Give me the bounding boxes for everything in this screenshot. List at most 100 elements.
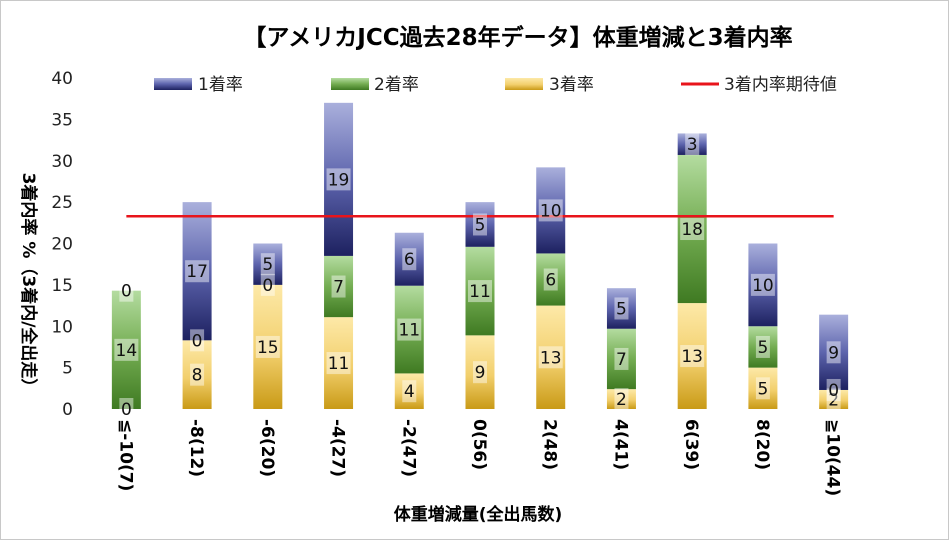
- data-label-second-1: 0: [192, 331, 203, 351]
- data-label-bg-third-0: [119, 398, 134, 420]
- data-label-third-10: 2: [828, 390, 839, 410]
- bar-third-9: [748, 367, 778, 409]
- data-label-bg-first-5: [473, 213, 487, 236]
- bar-second-3: [324, 255, 354, 318]
- bar-first-1: [182, 202, 212, 341]
- data-label-bg-second-10: [826, 378, 841, 401]
- data-label-third-5: 9: [475, 363, 486, 383]
- data-label-bg-first-3: [326, 168, 351, 191]
- data-label-bg-first-4: [402, 248, 417, 271]
- x-axis-title: 体重増減量(全出馬数): [394, 504, 563, 525]
- bar-third-10: [819, 389, 849, 409]
- data-label-bg-third-9: [755, 377, 770, 400]
- bar-third-3: [324, 317, 354, 409]
- data-label-bg-second-0: [114, 338, 139, 361]
- data-label-third-4: 4: [404, 382, 415, 402]
- data-label-bg-third-5: [473, 361, 487, 384]
- x-tick-label: ≧10(44): [823, 419, 843, 496]
- x-axis: ≦-10(7) -8(12) -6(20) -4(27) -2(47) 0(56) 2(48…: [115, 419, 842, 496]
- data-label-first-0: 0: [121, 282, 132, 302]
- chart-title: 【アメリカJCC過去28年データ】体重増減と3着内率: [243, 24, 792, 51]
- legend: 1着率 2着率 3着率 3着内率期待値: [154, 75, 837, 95]
- data-label-first-9: 10: [752, 276, 774, 296]
- data-label-bg-second-8: [680, 218, 705, 241]
- data-label-second-7: 7: [616, 350, 627, 370]
- x-tick-label: 6(39): [681, 419, 701, 470]
- data-label-bg-first-9: [750, 273, 775, 296]
- bar-third-1: [182, 340, 212, 409]
- bar-first-4: [394, 232, 424, 286]
- x-tick-label: 0(56): [469, 419, 489, 470]
- data-label-first-6: 10: [540, 201, 562, 221]
- x-tick-label: -6(20): [257, 419, 277, 477]
- y-tick-label: 20: [51, 235, 73, 255]
- x-tick-label: 4(41): [610, 419, 630, 470]
- data-label-first-10: 9: [828, 343, 839, 363]
- bar-second-0: [111, 290, 141, 409]
- data-label-first-8: 3: [687, 135, 698, 155]
- data-label-bg-first-0: [119, 279, 134, 302]
- bar-first-7: [606, 288, 636, 329]
- data-label-third-1: 8: [192, 366, 203, 386]
- data-label-bg-first-10: [826, 341, 841, 364]
- data-label-bg-second-9: [755, 335, 770, 358]
- legend-swatch-3rd: [505, 78, 543, 90]
- data-label-second-5: 11: [469, 282, 491, 302]
- data-label-bg-second-4: [397, 318, 422, 341]
- data-label-bg-second-6: [543, 268, 558, 291]
- bar-third-5: [465, 335, 495, 409]
- legend-label-1st: 1着率: [198, 75, 243, 95]
- data-label-bg-first-7: [614, 297, 629, 320]
- bar-second-8: [677, 154, 707, 304]
- bar-third-7: [606, 389, 636, 409]
- bar-second-5: [465, 246, 495, 336]
- bar-third-6: [536, 305, 566, 409]
- x-tick-label: -4(27): [328, 419, 348, 477]
- bar-third-8: [677, 303, 707, 409]
- y-tick-label: 40: [51, 69, 73, 89]
- x-tick-label: ≦-10(7): [115, 419, 135, 491]
- data-label-second-6: 6: [545, 270, 556, 290]
- y-tick-label: 10: [51, 317, 73, 337]
- data-label-bg-first-8: [685, 133, 700, 156]
- data-label-third-9: 5: [757, 379, 768, 399]
- data-label-second-9: 5: [757, 338, 768, 358]
- data-label-first-2: 5: [262, 255, 273, 275]
- data-label-first-1: 17: [186, 262, 208, 282]
- data-label-bg-second-7: [614, 347, 629, 370]
- data-label-bg-third-1: [190, 363, 205, 386]
- data-label-second-10: 0: [828, 381, 839, 401]
- data-label-third-8: 13: [681, 347, 703, 367]
- bar-second-4: [394, 285, 424, 374]
- bars: [111, 102, 849, 409]
- data-label-bg-third-2: [255, 335, 280, 358]
- data-label-first-7: 5: [616, 299, 627, 319]
- legend-swatch-2nd: [331, 78, 369, 90]
- y-tick-label: 35: [51, 110, 73, 130]
- y-axis-title: 3着内率 %（3着内/全出走）: [18, 173, 39, 396]
- data-label-third-0: 0: [121, 400, 132, 420]
- bar-first-5: [465, 202, 495, 247]
- data-label-third-6: 13: [540, 348, 562, 368]
- bar-second-6: [536, 253, 566, 306]
- y-tick-label: 0: [62, 400, 73, 420]
- data-label-second-2: 0: [262, 276, 273, 296]
- y-axis: 0 5 10 15 20 25 30 35 40: [51, 69, 73, 420]
- data-label-bg-third-6: [538, 346, 563, 369]
- data-labels: 0140801715051171941169115136102751318355…: [114, 133, 841, 420]
- data-label-second-0: 14: [116, 341, 138, 361]
- data-label-bg-third-3: [326, 352, 351, 375]
- data-label-bg-second-1: [190, 329, 205, 352]
- legend-label-expected: 3着内率期待値: [724, 75, 837, 95]
- x-tick-label: -8(12): [186, 419, 206, 477]
- data-label-second-3: 7: [333, 278, 344, 298]
- data-label-bg-first-1: [185, 260, 210, 283]
- legend-label-2nd: 2着率: [374, 75, 419, 95]
- x-tick-label: -2(47): [398, 419, 418, 477]
- x-tick-label: 8(20): [752, 419, 772, 470]
- data-label-bg-third-4: [402, 380, 417, 403]
- bar-first-6: [536, 167, 566, 254]
- bar-second-9: [748, 326, 778, 368]
- data-label-first-5: 5: [475, 215, 486, 235]
